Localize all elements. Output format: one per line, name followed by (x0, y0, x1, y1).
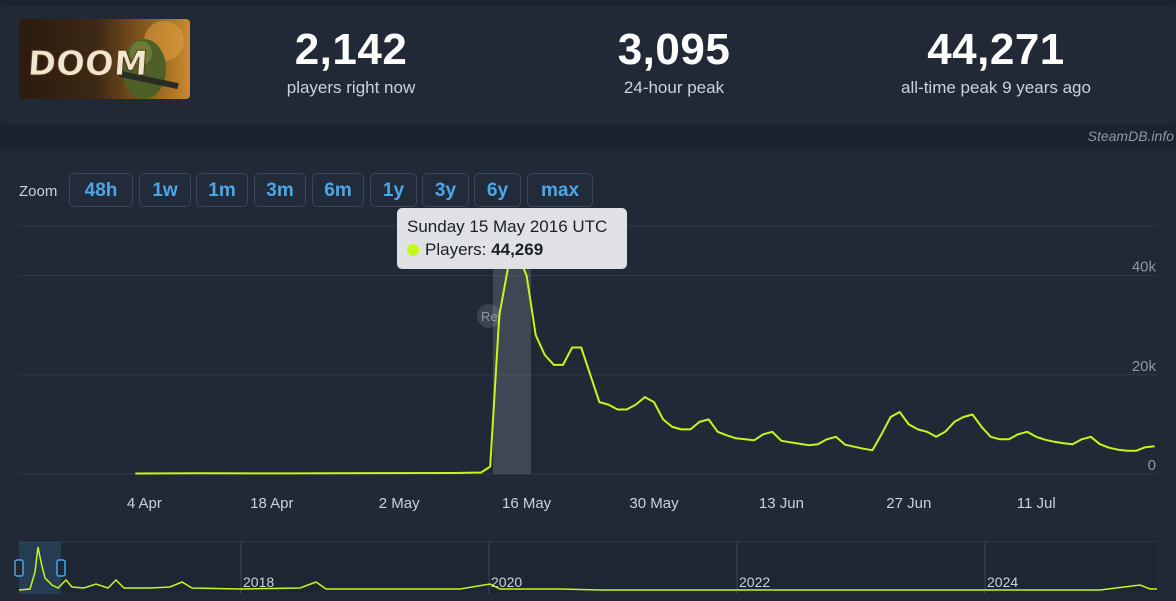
stat-all-time-peak-value: 44,271 (927, 25, 1065, 74)
reset-zoom-label: Re (481, 309, 498, 324)
navigator-year-label: 2018 (243, 574, 274, 590)
x-tick-label: 11 Jul (1017, 495, 1056, 512)
y-tick-label: 20k (1132, 358, 1157, 375)
tooltip-date: Sunday 15 May 2016 UTC (407, 217, 608, 236)
stat-24h-peak: 3,095 24-hour peak (563, 26, 785, 98)
zoom-3y-button[interactable]: 3y (422, 173, 469, 207)
navigator[interactable]: 2018 2020 2022 2024 (14, 541, 1157, 594)
navigator-handle-left[interactable] (14, 559, 24, 577)
navigator-series-line (18, 546, 1157, 591)
zoom-6m-button[interactable]: 6m (312, 173, 364, 207)
zoom-max-button[interactable]: max (527, 173, 593, 207)
game-logo-art: DOOM (19, 19, 190, 99)
x-tick-label: 4 Apr (127, 495, 162, 512)
hover-band (493, 268, 531, 474)
stat-current-players: 2,142 players right now (240, 26, 462, 98)
x-tick-label: 18 Apr (250, 495, 293, 512)
zoom-1y-button[interactable]: 1y (370, 173, 417, 207)
stat-all-time-peak: 44,271 all-time peak 9 years ago (870, 26, 1122, 98)
series-dot-icon (407, 244, 419, 256)
stat-24h-peak-value: 3,095 (617, 25, 731, 74)
steamdb-credit[interactable]: SteamDB.info (1087, 128, 1174, 144)
series-line (135, 253, 1155, 475)
game-logo-text: DOOM (26, 44, 149, 84)
stats-bar (0, 6, 1176, 124)
navigator-year-label: 2024 (987, 574, 1018, 590)
stat-24h-peak-label: 24-hour peak (623, 78, 725, 97)
y-tick-label: 0 (1148, 457, 1156, 474)
x-tick-label: 2 May (379, 495, 420, 512)
y-tick-label: 40k (1132, 259, 1157, 276)
x-tick-label: 30 May (629, 495, 679, 512)
stat-current-players-label: players right now (286, 78, 416, 97)
zoom-1w-button[interactable]: 1w (139, 173, 191, 207)
chart-tooltip: Sunday 15 May 2016 UTC Players: 44,269 (397, 208, 627, 269)
tooltip-value: 44,269 (491, 240, 544, 259)
x-tick-label: 27 Jun (886, 495, 931, 512)
navigator-year-label: 2022 (739, 574, 770, 590)
navigator-handle-right[interactable] (56, 559, 66, 577)
x-tick-label: 13 Jun (759, 495, 804, 512)
navigator-year-label: 2020 (491, 574, 522, 590)
tooltip-series-label: Players: (425, 240, 487, 259)
zoom-label: Zoom (19, 183, 58, 200)
stat-current-players-value: 2,142 (294, 25, 408, 74)
stat-all-time-peak-label: all-time peak 9 years ago (901, 78, 1091, 97)
zoom-48h-button[interactable]: 48h (69, 173, 133, 207)
zoom-1m-button[interactable]: 1m (196, 173, 248, 207)
game-logo: DOOM (19, 19, 190, 99)
zoom-3m-button[interactable]: 3m (254, 173, 306, 207)
x-tick-label: 16 May (502, 495, 552, 512)
zoom-6y-button[interactable]: 6y (474, 173, 521, 207)
reset-zoom-button[interactable]: Re (477, 304, 501, 328)
navigator-track (19, 542, 1157, 594)
